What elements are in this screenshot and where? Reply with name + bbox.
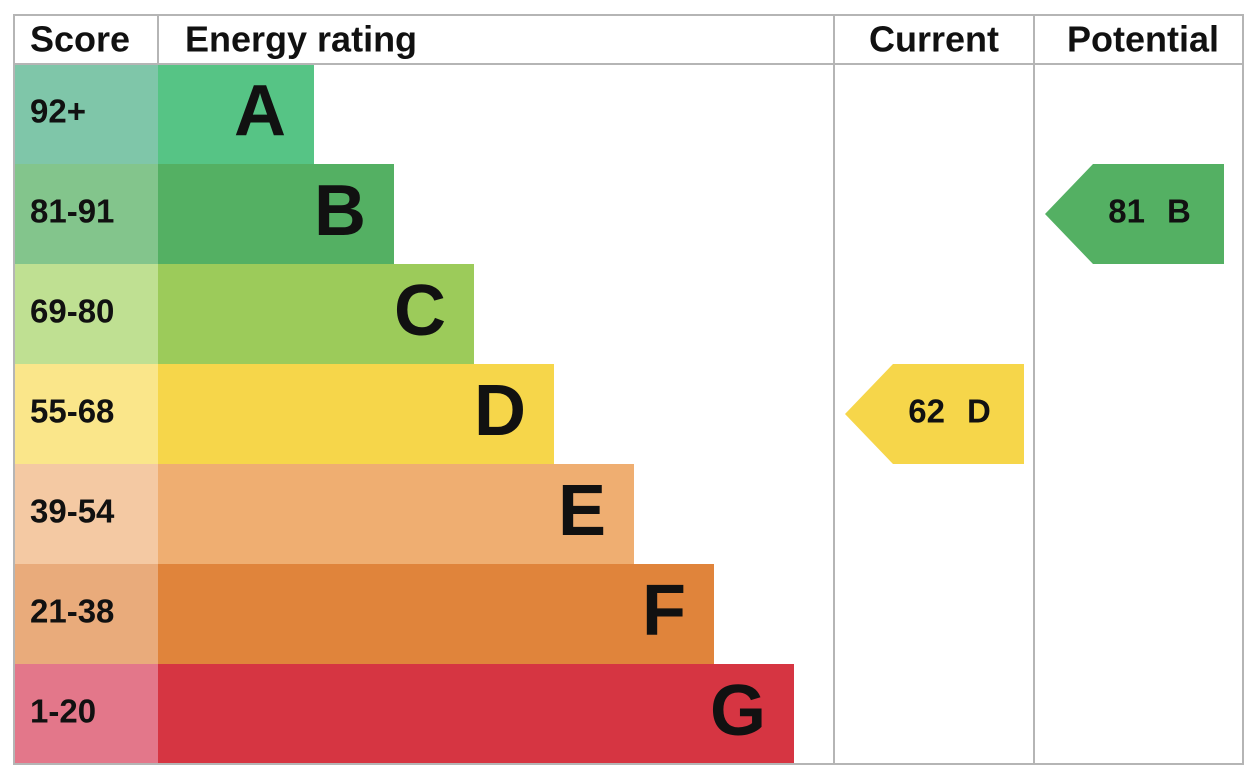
header-current: Current bbox=[869, 19, 999, 60]
score-cell bbox=[14, 664, 158, 764]
header-potential: Potential bbox=[1067, 19, 1219, 60]
score-cell bbox=[14, 564, 158, 664]
rating-letter: G bbox=[710, 671, 766, 751]
table-border bbox=[13, 14, 1244, 765]
rating-letter: D bbox=[474, 371, 526, 451]
rating-letter: E bbox=[558, 471, 606, 551]
score-label: 69-80 bbox=[30, 293, 114, 330]
score-label: 21-38 bbox=[30, 593, 114, 630]
arrow-letter: D bbox=[967, 393, 991, 430]
rating-bar bbox=[158, 64, 314, 164]
arrow-value: 62 bbox=[908, 393, 945, 430]
score-cell bbox=[14, 64, 158, 164]
header-rating: Energy rating bbox=[185, 19, 417, 60]
rating-bar bbox=[158, 164, 394, 264]
rating-bar bbox=[158, 364, 554, 464]
header-score: Score bbox=[30, 19, 130, 60]
rating-bar bbox=[158, 464, 634, 564]
rating-letter: C bbox=[394, 271, 446, 351]
score-label: 39-54 bbox=[30, 493, 115, 530]
score-label: 55-68 bbox=[30, 393, 114, 430]
rating-letter: B bbox=[314, 171, 366, 251]
rating-bar bbox=[158, 264, 474, 364]
rating-letter: F bbox=[642, 571, 686, 651]
score-cell bbox=[14, 264, 158, 364]
rating-bar bbox=[158, 564, 714, 664]
arrow-value: 81 bbox=[1108, 193, 1145, 230]
score-cell bbox=[14, 164, 158, 264]
rating-arrow bbox=[845, 364, 1024, 464]
score-label: 1-20 bbox=[30, 693, 96, 730]
score-label: 92+ bbox=[30, 93, 86, 130]
rating-bar bbox=[158, 664, 794, 764]
score-cell bbox=[14, 364, 158, 464]
score-cell bbox=[14, 464, 158, 564]
rating-letter: A bbox=[234, 71, 286, 151]
score-label: 81-91 bbox=[30, 193, 114, 230]
rating-arrow bbox=[1045, 164, 1224, 264]
arrow-letter: B bbox=[1167, 193, 1191, 230]
